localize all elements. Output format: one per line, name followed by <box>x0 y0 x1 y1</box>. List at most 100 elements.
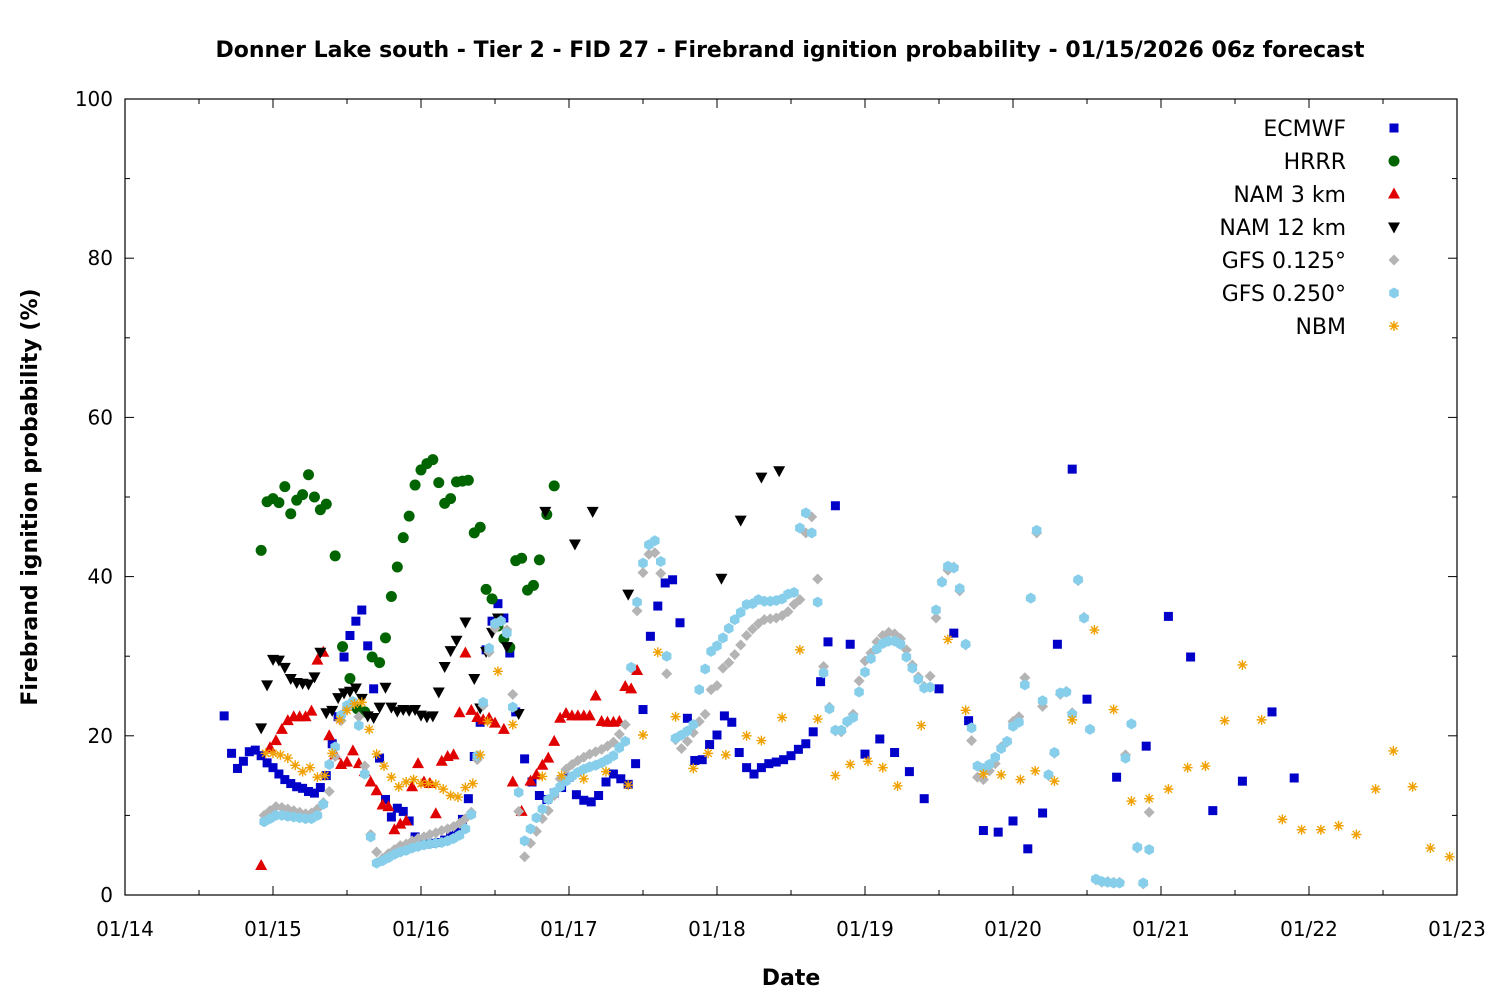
data-point <box>601 777 611 787</box>
data-point <box>379 632 391 644</box>
data-point <box>232 763 242 773</box>
data-point <box>904 767 914 777</box>
data-point <box>749 769 759 779</box>
data-point <box>474 521 486 533</box>
data-point <box>256 751 266 761</box>
data-point <box>460 823 471 835</box>
data-point <box>601 766 611 777</box>
data-point <box>408 774 419 785</box>
data-point <box>1237 659 1248 670</box>
data-point <box>614 742 625 754</box>
data-point <box>427 454 439 466</box>
data-point <box>626 661 636 673</box>
data-point <box>391 561 403 573</box>
data-point <box>227 748 237 758</box>
data-point <box>273 497 285 509</box>
data-point <box>524 774 537 786</box>
legend-label: GFS 0.125° <box>1222 249 1346 274</box>
data-point <box>282 753 293 764</box>
data-point <box>297 766 308 777</box>
data-point <box>492 666 503 677</box>
data-point <box>466 809 477 821</box>
data-point <box>315 783 325 793</box>
data-point <box>578 773 589 784</box>
data-point <box>394 817 407 829</box>
data-point <box>297 489 309 501</box>
data-point <box>327 748 338 759</box>
data-point <box>409 479 421 491</box>
data-point <box>1333 820 1344 831</box>
data-point <box>1049 776 1060 787</box>
data-point <box>1315 824 1326 835</box>
x-axis-label: Date <box>762 966 821 991</box>
legend-label: NAM 12 km <box>1219 216 1346 241</box>
data-point <box>375 753 385 763</box>
data-point <box>688 719 699 731</box>
data-point <box>508 701 518 713</box>
data-point <box>789 587 799 599</box>
data-point <box>536 758 549 770</box>
data-point <box>806 527 817 539</box>
data-point <box>700 663 710 675</box>
data-point <box>465 703 478 715</box>
data-point <box>292 782 302 792</box>
data-point <box>244 747 254 757</box>
data-point <box>1026 592 1036 604</box>
data-point <box>554 711 567 723</box>
legend-marker <box>1388 254 1400 266</box>
data-point <box>990 751 1000 763</box>
data-point <box>269 734 282 746</box>
y-tick-label: 20 <box>88 724 113 748</box>
y-tick-label: 80 <box>88 246 113 270</box>
data-point <box>675 618 685 628</box>
data-point <box>371 846 383 858</box>
data-point <box>548 734 561 746</box>
data-point <box>519 835 530 847</box>
data-point <box>1144 844 1154 856</box>
data-point <box>1052 639 1062 649</box>
data-point <box>727 717 737 727</box>
data-point <box>949 562 959 574</box>
data-point <box>756 735 767 746</box>
data-point <box>913 673 924 685</box>
data-point <box>388 823 401 835</box>
data-point <box>219 711 229 721</box>
data-point <box>966 722 977 734</box>
data-point <box>1388 745 1399 756</box>
x-tick-label: 01/22 <box>1280 917 1338 941</box>
data-point <box>653 601 663 611</box>
data-point <box>830 501 840 511</box>
data-point <box>480 583 492 595</box>
data-point <box>812 714 823 725</box>
data-point <box>323 729 336 741</box>
data-point <box>302 679 315 691</box>
data-point <box>1163 611 1173 621</box>
data-point <box>374 657 386 669</box>
data-points <box>219 454 1455 890</box>
data-point <box>755 472 768 484</box>
legend-marker <box>1389 321 1399 331</box>
data-point <box>432 687 445 699</box>
data-point <box>285 508 297 520</box>
data-point <box>937 576 947 588</box>
data-point <box>475 749 486 760</box>
data-point <box>854 686 864 698</box>
data-point <box>303 469 315 481</box>
data-point <box>741 730 752 741</box>
data-point <box>661 650 672 662</box>
data-point <box>734 748 744 758</box>
data-point <box>1141 741 1151 751</box>
data-point <box>520 754 530 764</box>
data-point <box>724 622 734 634</box>
legend-marker <box>1388 155 1400 167</box>
data-point <box>364 775 377 787</box>
data-point <box>984 758 995 770</box>
data-point <box>616 774 626 784</box>
data-point <box>360 768 370 780</box>
data-point <box>539 506 552 518</box>
data-point <box>438 784 449 795</box>
data-point <box>1132 841 1143 853</box>
data-point <box>373 702 386 714</box>
data-point <box>862 756 873 767</box>
data-point <box>1067 714 1078 725</box>
